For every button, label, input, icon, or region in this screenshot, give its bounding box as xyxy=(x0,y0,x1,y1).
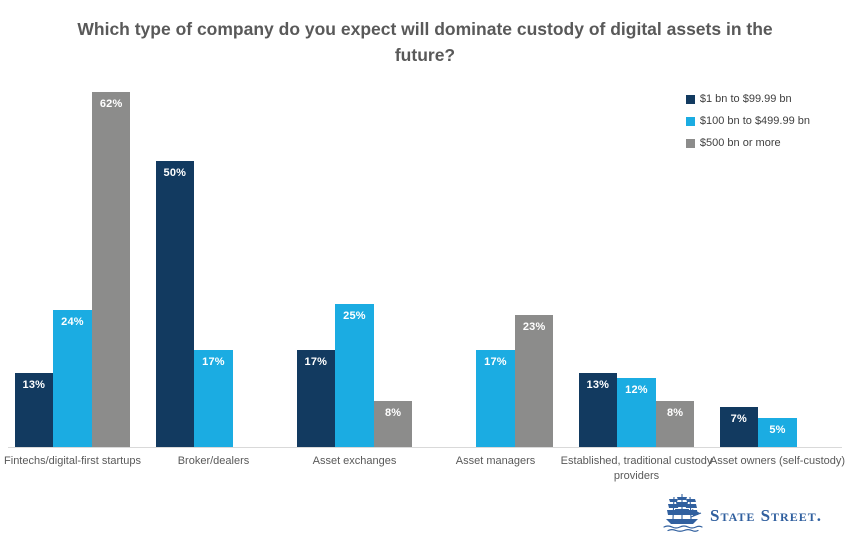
category-label: Established, traditional custody provide… xyxy=(560,455,713,482)
bar-group: 7% 5% xyxy=(719,85,836,447)
state-street-logo: State Street. xyxy=(662,493,822,538)
bar-slot: 12% xyxy=(617,85,656,447)
bar-value-label: 17% xyxy=(202,356,225,368)
bar-value-label: 7% xyxy=(730,413,747,425)
bar-chart: 13% 24% 62% 50% 17% 17% 25% 8% 17% 23% 13% 12% 8% 7% 5… xyxy=(0,85,850,447)
bar: 7% xyxy=(719,407,759,447)
category-label: Asset managers xyxy=(455,455,536,467)
bar-slot: 23% xyxy=(514,85,554,447)
bar-value-label: 50% xyxy=(163,167,187,179)
bar-group: 50% 17% xyxy=(155,85,272,447)
legend-item: $100 bn to $499.99 bn xyxy=(685,110,810,132)
bar-value-label: 24% xyxy=(61,316,84,328)
bar-value-label: 17% xyxy=(304,356,328,368)
bar-slot: 7% xyxy=(719,85,759,447)
bar-slot: 13% xyxy=(578,85,618,447)
bar: 17% xyxy=(194,350,233,447)
bar: 17% xyxy=(476,350,515,447)
bar: 13% xyxy=(14,373,54,447)
bar-value-label: 17% xyxy=(484,356,507,368)
bar-value-label: 8% xyxy=(384,407,402,419)
bar-slot: 62% xyxy=(91,85,131,447)
bar: 13% xyxy=(578,373,618,447)
category-label: Asset owners (self-custody) xyxy=(709,455,846,467)
legend-item: $1 bn to $99.99 bn xyxy=(685,88,810,110)
bar-slot: 5% xyxy=(758,85,797,447)
x-axis-line xyxy=(8,447,842,448)
bar-slot xyxy=(438,85,477,447)
bar: 50% xyxy=(155,161,195,447)
legend-swatch-icon xyxy=(685,116,695,126)
bar-slot: 17% xyxy=(476,85,515,447)
bar: 23% xyxy=(514,315,554,447)
legend-item: $500 bn or more xyxy=(685,132,810,154)
category-label: Asset exchanges xyxy=(312,455,397,467)
bar: 8% xyxy=(655,401,695,447)
bar-value-label: 13% xyxy=(586,379,610,391)
bar-slot: 17% xyxy=(296,85,336,447)
bar-slot xyxy=(797,85,836,447)
chart-title: Which type of company do you expect will… xyxy=(77,19,773,66)
bar-slot: 8% xyxy=(373,85,413,447)
legend-swatch-icon xyxy=(685,94,695,104)
clipper-ship-icon xyxy=(662,493,704,538)
bar-slot xyxy=(233,85,272,447)
legend-label: $500 bn or more xyxy=(699,137,781,149)
legend-swatch-icon xyxy=(685,138,695,148)
bar-value-label: 8% xyxy=(666,407,684,419)
bar-value-label: 62% xyxy=(99,98,123,110)
category-label: Fintechs/digital-first startups xyxy=(4,455,141,467)
bar: 8% xyxy=(373,401,413,447)
bar: 12% xyxy=(617,378,656,447)
bar-slot: 17% xyxy=(194,85,233,447)
legend-label: $1 bn to $99.99 bn xyxy=(699,93,792,105)
bar-slot: 25% xyxy=(335,85,374,447)
bar-value-label: 12% xyxy=(625,384,648,396)
bar-slot: 13% xyxy=(14,85,54,447)
state-street-wordmark: State Street. xyxy=(710,505,822,525)
chart-legend: $1 bn to $99.99 bn $100 bn to $499.99 bn $… xyxy=(685,88,810,154)
bar-slot: 50% xyxy=(155,85,195,447)
category-axis-labels: Fintechs/digital-first startups Broker/de… xyxy=(0,454,850,484)
bar-value-label: 13% xyxy=(22,379,46,391)
bar: 25% xyxy=(335,304,374,447)
bar: 17% xyxy=(296,350,336,447)
bar-group: 13% 12% 8% xyxy=(578,85,695,447)
bar-slot: 8% xyxy=(655,85,695,447)
bar: 24% xyxy=(53,310,92,447)
bar-value-label: 25% xyxy=(343,310,366,322)
bar-group: 17% 23% xyxy=(438,85,554,447)
bar-group: 13% 24% 62% xyxy=(14,85,131,447)
category-label: Broker/dealers xyxy=(177,455,250,467)
bar-value-label: 5% xyxy=(769,424,786,436)
bar: 62% xyxy=(91,92,131,447)
bar-value-label: 23% xyxy=(522,321,546,333)
bar: 5% xyxy=(758,418,797,447)
bar-group: 17% 25% 8% xyxy=(296,85,413,447)
bar-slot: 24% xyxy=(53,85,92,447)
legend-label: $100 bn to $499.99 bn xyxy=(699,115,810,127)
